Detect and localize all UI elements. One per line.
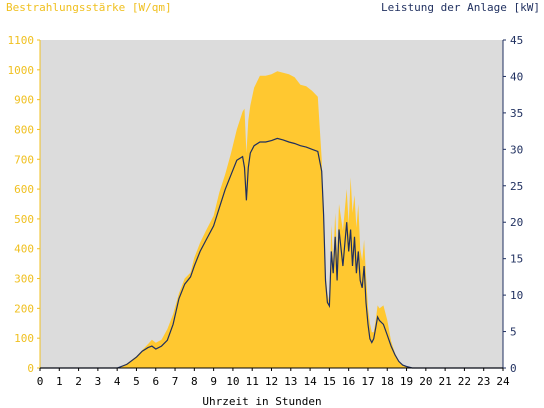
right-tick-label: 40 [510,70,523,83]
x-tick-label: 11 [246,375,259,388]
right-tick-label: 5 [510,326,517,339]
left-tick-label: 900 [14,94,34,107]
x-tick-label: 21 [439,375,452,388]
right-tick-label: 20 [510,216,523,229]
right-tick-label: 10 [510,289,523,302]
x-tick-label: 17 [361,375,374,388]
left-tick-label: 800 [14,123,34,136]
left-tick-label: 300 [14,273,34,286]
x-tick-label: 23 [477,375,490,388]
left-tick-label: 0 [27,362,34,375]
x-tick-label: 0 [37,375,44,388]
left-tick-label: 100 [14,332,34,345]
right-axis-title: Leistung der Anlage [kW] [381,1,540,14]
right-axis-ticks: 0 5 10 15 20 25 30 35 40 45 [503,34,523,375]
left-tick-label: 1000 [8,64,35,77]
x-tick-label: 10 [226,375,239,388]
x-tick-label: 22 [458,375,471,388]
left-axis-ticks: 0 100 200 300 400 500 600 700 800 900 1000 1100 [8,34,40,375]
x-tick-label: 20 [419,375,432,388]
left-tick-label: 700 [14,153,34,166]
x-tick-label: 24 [496,375,510,388]
x-tick-label: 3 [95,375,102,388]
x-tick-label: 12 [265,375,278,388]
x-tick-label: 1 [56,375,63,388]
right-tick-label: 45 [510,34,523,47]
x-tick-label: 14 [303,375,317,388]
x-tick-label: 5 [133,375,140,388]
right-tick-label: 0 [510,362,517,375]
x-axis-title: Uhrzeit in Stunden [202,395,321,408]
left-tick-label: 500 [14,213,34,226]
x-tick-label: 19 [400,375,413,388]
right-tick-label: 30 [510,143,523,156]
irradiance-area [40,71,503,369]
x-tick-label: 13 [284,375,297,388]
right-tick-label: 35 [510,107,523,120]
x-axis-ticks: 0 1 2 3 4 5 6 7 8 9 10 11 12 13 14 15 16 17 18 19 20 21 22 23 24 [37,368,510,388]
x-tick-label: 15 [323,375,336,388]
left-tick-label: 400 [14,243,34,256]
left-tick-label: 1100 [8,34,35,47]
right-tick-label: 15 [510,253,523,266]
power-line [40,137,503,369]
x-tick-label: 16 [342,375,355,388]
x-tick-label: 4 [114,375,121,388]
right-tick-label: 25 [510,180,523,193]
x-tick-label: 18 [381,375,394,388]
x-tick-label: 6 [152,375,159,388]
left-tick-label: 600 [14,183,34,196]
left-tick-label: 200 [14,302,34,315]
x-tick-label: 7 [172,375,179,388]
x-tick-label: 9 [210,375,217,388]
left-axis-title: Bestrahlungsstärke [W/qm] [6,1,172,14]
x-tick-label: 2 [75,375,82,388]
x-tick-label: 8 [191,375,198,388]
